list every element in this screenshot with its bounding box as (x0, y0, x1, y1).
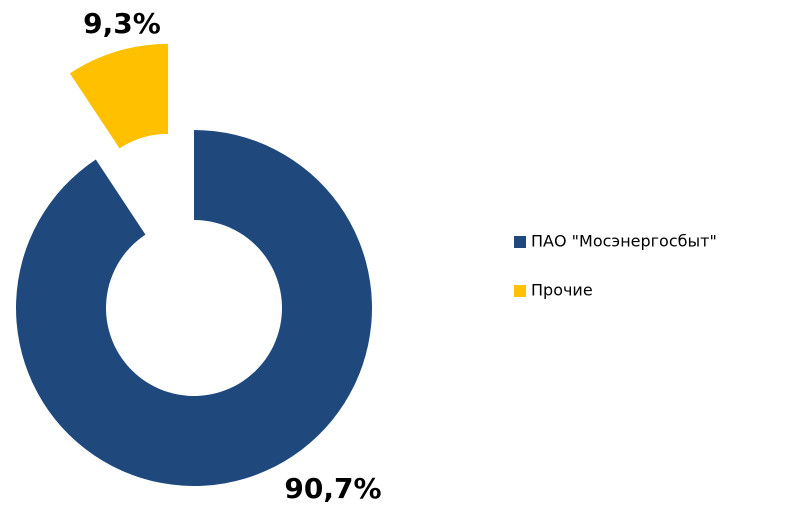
legend-swatch (514, 285, 526, 297)
value-label: 90,7% (284, 472, 381, 505)
donut-slice (69, 43, 169, 149)
legend-swatch (514, 236, 526, 248)
legend-label: Прочие (531, 281, 593, 300)
legend-label: ПАО "Мосэнергосбыт" (531, 232, 717, 251)
value-label: 9,3% (83, 7, 161, 40)
donut-slice (16, 130, 373, 486)
